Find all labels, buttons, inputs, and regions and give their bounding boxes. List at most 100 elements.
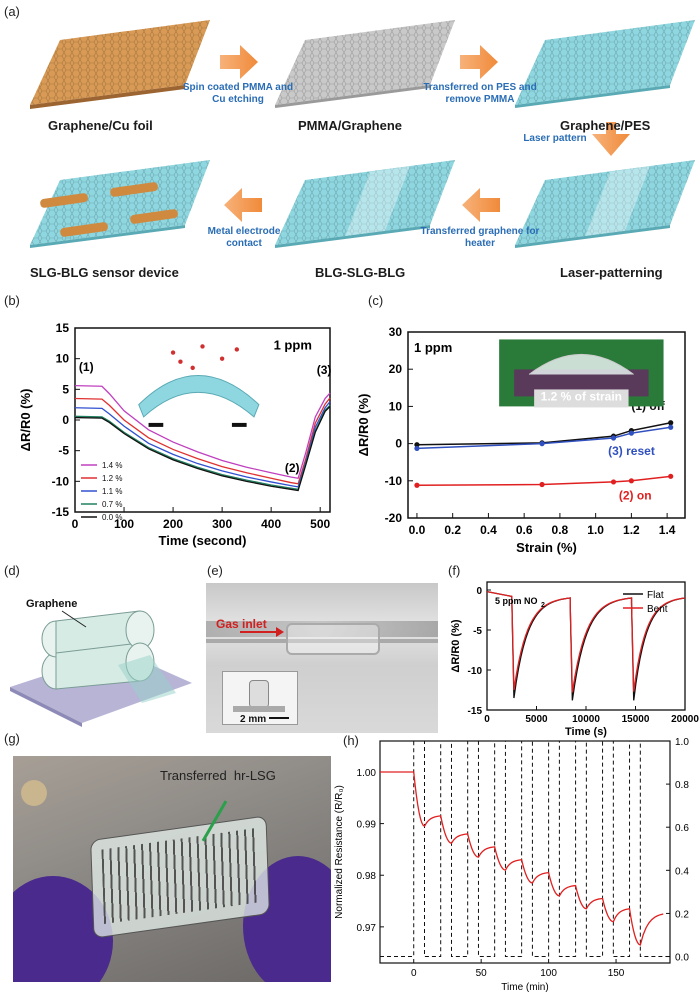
panel-label-f: (f) [448,563,461,578]
process-arrow-4 [462,188,500,222]
flexible-sensor-photo [13,756,331,982]
y-tick-label: 0 [62,413,69,427]
marker-2: (2) [285,461,300,475]
x-tick-label: 0.0 [409,523,426,537]
panel-label-e: (e) [207,563,223,578]
series-line-bent [486,590,686,693]
gas-molecule [219,356,225,361]
x-tick-label: 0 [72,517,79,531]
x-tick-label: 50 [476,968,488,979]
x-tick-label: 200 [163,517,183,531]
series-line-2 [74,401,331,488]
data-point [628,430,634,436]
arrow-text-3: Laser pattern [523,133,587,144]
x-tick-label: 0.4 [480,523,497,537]
blg-slg-blg-sheet [275,160,455,248]
step-label-graphene-pes: Graphene/PES [560,118,651,133]
process-arrow-2 [460,45,498,79]
x-tick-label: 0 [484,714,490,725]
y-tick-label: 20 [389,362,403,376]
x-tick-label: 0.8 [552,523,569,537]
x-tick-label: 1.0 [587,523,604,537]
x-axis-label: Time (second) [159,533,247,548]
y-tick-label: 0 [395,437,402,451]
legend-label: 0.0 % [102,513,122,522]
panel-label-b: (b) [4,293,20,308]
series-line-1 [74,397,331,485]
cu-foil-sheet [30,20,210,109]
gas-molecule [200,344,205,349]
panel-f-chart: 0 5000 10000 15000 20000 -15 -10 -5 0 Time (s) ΔR/… [450,581,699,738]
x-axis-label: Strain (%) [516,540,577,555]
legend-label: 1.2 % [102,474,122,483]
plot-frame [379,740,671,964]
step-label-cu-foil: Graphene/Cu foil [48,118,153,133]
y-tick-label: -15 [468,706,483,717]
step-label-laser-patterning: Laser-patterning [560,265,663,280]
series-label-on: (2) on [619,488,652,502]
x-tick-label: 0.6 [516,523,533,537]
gas-molecule [234,347,240,352]
x-tick-label: 0 [411,968,417,979]
series-line-0 [74,385,331,480]
y-tick-label: -10 [52,474,70,488]
data-point [539,481,545,488]
legend-label: Bent [647,604,668,615]
concentration-label: 1 ppm [414,340,452,355]
panel-c-chart: 0.0 0.2 0.4 0.6 0.8 1.0 1.2 1.4 -20 -10 0 10 20 30 Str… [356,325,686,555]
y-tick-label: 1.00 [357,768,377,779]
y-tick-label: -5 [58,444,69,458]
marker-3: (3) [317,363,332,377]
legend-label: Flat [647,590,664,601]
gas-inlet-label: Gas inlet [216,617,267,631]
y-tick-label: -10 [385,474,403,488]
y2-tick-label: 0.8 [675,780,689,791]
y2-tick-label: 0.2 [675,909,689,920]
panel-label-a: (a) [4,4,20,19]
bent-sensor-illustration [138,375,260,418]
y-tick-label: -15 [52,505,70,519]
heater-pulse-trace [380,740,670,958]
data-point [414,482,420,488]
data-point [628,478,634,484]
plot-frame [74,327,331,513]
gas-molecule [178,359,183,364]
x-axis-label: Time (min) [501,982,548,993]
data-point [668,420,674,426]
panel-label-d: (d) [4,563,20,578]
x-tick-label: 500 [310,517,330,531]
y-tick-label: 0 [476,586,482,597]
data-point [414,442,420,448]
x-tick-label: 150 [608,968,625,979]
y2-tick-label: 0.4 [675,866,689,877]
x-tick-label: 20000 [671,714,699,725]
data-point [414,445,420,452]
panel-label-c: (c) [368,293,384,308]
data-point [668,424,674,430]
sensor-device-sheet [30,160,210,248]
panel-h-chart: 0 50 100 150 0.97 0.98 0.99 1.00 0.0 0.2 0.4 0.6 0.8… [334,737,689,993]
x-tick-label: 5000 [525,714,548,725]
electrode [130,209,178,224]
y-tick-label: -10 [468,666,483,677]
arrow-text-4: Transferred graphene for heater [420,226,540,249]
graphene-pes-sheet [515,20,695,108]
photo-caption: 1.2 % of strain [541,389,622,403]
panel-b-chart: 0 100 200 300 400 500 -15 -10 -5 0 5 10 15 Time (seco… [18,321,332,548]
concentration-subscript: 2 [541,602,545,609]
concentration-label: 1 ppm [274,337,312,352]
x-tick-label: 10000 [572,714,600,725]
y-tick-label: 15 [56,321,70,335]
y-axis-label: Normalized Resistance (R/R₀) [334,785,345,919]
data-point [668,473,674,479]
legend-label: 1.4 % [102,461,122,470]
x-tick-label: 1.4 [659,523,676,537]
legend-label: 0.7 % [102,500,122,509]
strain-photo-sheet [528,353,634,375]
x-axis-label: Time (s) [565,726,607,738]
arrow-text-1: Spin coated PMMA and Cu etching [182,82,294,105]
y-tick-label: 0.99 [357,820,377,831]
x-tick-label: 15000 [622,714,650,725]
y2-tick-label: 0.6 [675,823,689,834]
series-label-reset: (3) reset [608,444,655,458]
